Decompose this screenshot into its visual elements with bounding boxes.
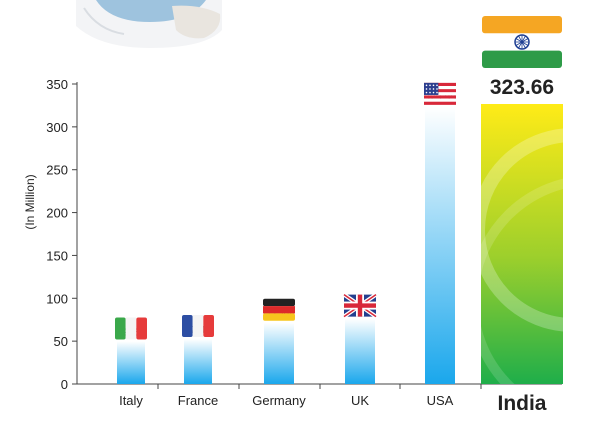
italy-flag-icon	[115, 317, 147, 340]
uk-flag-icon	[342, 292, 378, 319]
category-label-india: India	[497, 392, 546, 415]
bar-uk	[345, 318, 375, 384]
category-label-france: France	[178, 393, 218, 408]
india-flag-icon	[482, 16, 562, 68]
bars	[117, 104, 563, 385]
bar-france	[184, 339, 212, 384]
germany-flag-icon	[263, 298, 295, 321]
y-tick-label: 250	[46, 163, 68, 178]
y-tick-label: 0	[61, 377, 68, 392]
person-photo	[76, 0, 222, 48]
category-label-italy: Italy	[119, 393, 143, 408]
y-axis-label: (In Million)	[23, 174, 37, 229]
flags	[115, 16, 562, 340]
y-tick-label: 150	[46, 248, 68, 263]
bar-usa	[425, 106, 455, 385]
bar-india	[481, 104, 563, 384]
bar-germany	[264, 322, 294, 384]
category-label-germany: Germany	[252, 393, 306, 408]
category-label-uk: UK	[351, 393, 369, 408]
usa-flag-icon	[424, 82, 456, 105]
y-tick-label: 100	[46, 291, 68, 306]
y-tick-label: 300	[46, 120, 68, 135]
value-label-india: 323.66	[490, 76, 554, 99]
bar-italy	[117, 341, 145, 384]
y-tick-label: 200	[46, 206, 68, 221]
y-tick-label: 50	[54, 334, 68, 349]
category-label-usa: USA	[427, 393, 454, 408]
axes: 0 50 100 150 200 250 300 350 (In Million)	[23, 77, 562, 392]
france-flag-icon	[182, 315, 214, 338]
y-tick-label: 350	[46, 77, 68, 92]
